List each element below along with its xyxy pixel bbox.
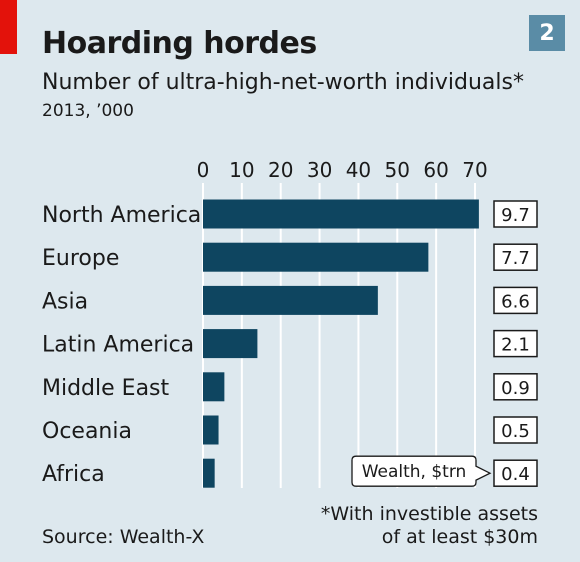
wealth-callout: Wealth, $trn — [351, 455, 492, 487]
category-label: Oceania — [42, 419, 132, 444]
bar — [203, 329, 258, 359]
x-axis-ticks: 0 10 20 30 40 50 60 70 — [197, 158, 488, 182]
category-label: North America — [42, 203, 201, 228]
footnote-line-1: *With investible assets — [320, 503, 538, 525]
category-labels: North America Europe Asia Latin America Midd… — [42, 203, 201, 487]
chart-units: 2013, ’000 — [42, 101, 134, 121]
category-label: Africa — [42, 462, 105, 487]
wealth-value-box — [493, 329, 538, 358]
wealth-value-label: 6.6 — [501, 291, 530, 312]
wealth-value-box — [493, 459, 538, 487]
x-tick-label: 40 — [346, 158, 371, 182]
x-tick-label: 60 — [423, 158, 448, 182]
wealth-value-box — [493, 200, 538, 228]
bar — [203, 285, 378, 315]
wealth-value-label: 0.5 — [501, 421, 530, 442]
chart-subtitle: Number of ultra-high-net-worth individua… — [42, 70, 524, 95]
bar — [203, 458, 215, 488]
bar — [203, 372, 225, 402]
wealth-value-label: 2.1 — [501, 335, 530, 356]
wealth-value-box — [493, 286, 538, 315]
x-tick-label: 10 — [229, 158, 254, 182]
wealth-legend-label: Wealth, $trn — [362, 462, 467, 482]
bar — [203, 199, 479, 229]
wealth-value-label: 9.7 — [501, 205, 530, 226]
wealth-value-box — [493, 416, 538, 444]
chart-number-badge: 2 — [529, 15, 565, 51]
wealth-value-label: 0.4 — [501, 464, 530, 485]
wealth-value-box — [493, 373, 538, 401]
x-tick-label: 0 — [197, 158, 210, 182]
callout-bubble — [351, 455, 492, 487]
category-label: Middle East — [42, 376, 170, 401]
category-label: Latin America — [42, 333, 194, 358]
bar — [203, 415, 219, 445]
x-tick-label: 70 — [462, 158, 487, 182]
wealth-value-box — [493, 243, 538, 271]
bar — [203, 242, 429, 272]
category-label: Europe — [42, 246, 119, 271]
footnote-line-2: of at least $30m — [381, 526, 538, 548]
source-note: Source: Wealth-X — [42, 526, 205, 548]
chart-title: Hoarding hordes — [42, 26, 317, 61]
x-tick-label: 50 — [385, 158, 410, 182]
x-tick-label: 20 — [268, 158, 293, 182]
footnote: *With investible assets of at least $30m — [321, 503, 538, 549]
wealth-value-label: 7.7 — [501, 248, 530, 269]
bars — [203, 199, 479, 488]
x-tick-label: 30 — [307, 158, 332, 182]
category-label: Asia — [42, 289, 88, 314]
wealth-value-label: 0.9 — [501, 378, 530, 399]
wealth-values: 9.7 7.7 6.6 2.1 0.9 0.5 0.4 — [493, 200, 538, 487]
brand-tag — [0, 0, 17, 54]
